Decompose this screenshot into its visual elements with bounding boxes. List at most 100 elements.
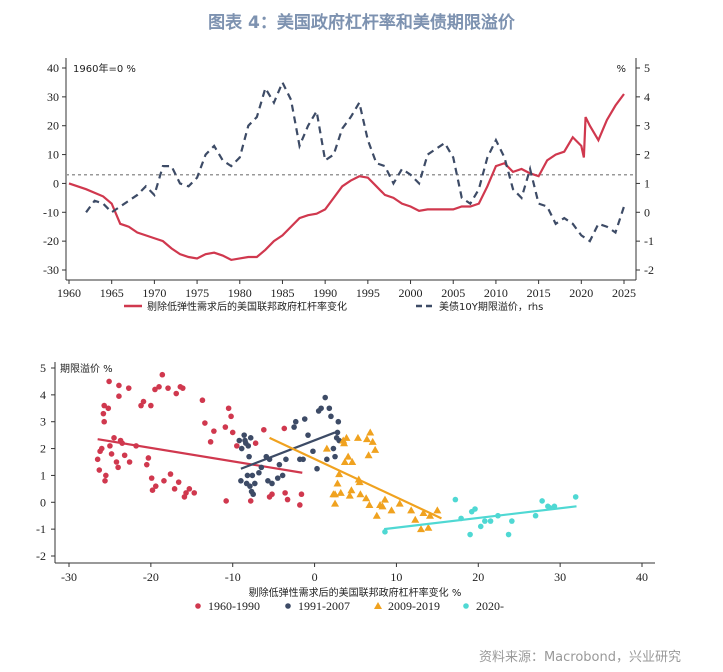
x-tick-label: 1960 [57,286,81,300]
y-left-tick-label: 0 [53,176,59,190]
scatter-point-1960-1990 [113,459,120,465]
scatter-point-1960-1990 [111,435,117,441]
scatter-point-1991-2007 [269,480,275,487]
scatter-point-1960-1990 [207,439,214,445]
scatter-point-2020- [472,506,478,512]
scatter-point-2009-2019 [368,437,377,445]
scatter-x-tick-label: 0 [312,570,318,584]
legend-label-2: 美债10Y期限溢价，rhs [439,300,543,313]
scatter-point-1960-1990 [179,385,186,391]
scatter-x-tick-label: -10 [225,570,241,584]
scatter-point-1960-1990 [247,498,254,504]
scatter-point-1991-2007 [258,464,265,471]
scatter-point-1960-1990 [284,496,291,503]
scatter-point-1991-2007 [324,456,330,463]
trend-line-2009-2019 [269,436,442,520]
x-tick-label: 1975 [185,286,209,300]
legend-marker-2 [285,603,291,609]
scatter-point-1991-2007 [310,448,316,455]
scatter-point-1991-2007 [274,475,281,481]
x-tick-label: 1985 [270,286,294,300]
scatter-x-tick-label: 40 [636,570,648,584]
scatter-point-1991-2007 [241,432,247,438]
scatter-point-2009-2019 [362,435,371,443]
scatter-point-1991-2007 [283,456,289,463]
scatter-point-2009-2019 [395,499,404,507]
trend-line-1960-1990 [97,438,303,474]
scatter-point-1960-1990 [191,490,198,496]
y-left-tick-label: -20 [43,234,59,248]
scatter-point-1960-1990 [96,467,103,473]
scatter-point-1960-1990 [161,478,167,484]
scatter-x-tick-label: -20 [143,570,159,584]
y-right-tick-label: 3 [644,119,650,133]
series-line-1 [68,93,625,262]
scatter-point-1960-1990 [282,490,288,496]
y-left-tick-label: -30 [43,263,59,277]
scatter-point-1960-1990 [298,491,305,498]
x-tick-label: 2005 [441,286,465,300]
scatter-legend-label-3: 2009-2019 [388,599,440,613]
scatter-point-2009-2019 [340,439,349,447]
scatter-point-1960-1990 [102,478,108,484]
scatter-point-2020- [467,531,473,538]
scatter-point-2009-2019 [342,433,351,441]
scatter-point-2009-2019 [371,445,380,453]
scatter-point-1991-2007 [322,394,329,401]
scatter-x-label: 剔除低弹性需求后的美国联邦政府杠杆率变化 % [249,586,462,599]
y-left-tick-label: 20 [47,119,59,133]
scatter-point-1991-2007 [246,453,252,460]
scatter-point-2009-2019 [335,470,344,478]
scatter-point-2009-2019 [364,451,373,459]
scatter-point-2009-2019 [387,506,396,514]
scatter-point-1960-1990 [186,486,193,492]
scatter-x-tick-label: -30 [61,570,77,584]
scatter-point-1960-1990 [143,461,150,468]
scatter-point-2009-2019 [362,494,371,502]
scatter-point-1991-2007 [238,478,244,484]
y-right-tick-label: 5 [644,61,650,75]
scatter-point-1991-2007 [332,453,338,460]
scatter-point-1991-2007 [301,416,308,422]
scatter-point-1960-1990 [269,491,275,498]
scatter-point-2009-2019 [333,479,342,487]
scatter-point-1991-2007 [314,465,320,472]
scatter-point-2020- [539,498,545,504]
scatter-point-1960-1990 [211,428,217,434]
scatter-point-2020- [482,518,488,524]
scatter-point-1960-1990 [106,378,112,385]
scatter-point-1960-1990 [223,498,229,504]
scatter-point-2009-2019 [433,506,442,514]
scatter-point-1991-2007 [330,445,337,452]
scatter-point-2009-2019 [411,515,420,523]
scatter-y-tick-label: 1 [40,468,46,482]
scatter-point-1991-2007 [265,478,271,484]
scatter-point-1991-2007 [252,480,258,487]
scatter-y-tick-label: 4 [40,388,46,402]
scatter-point-1991-2007 [326,405,333,412]
scatter-point-1960-1990 [145,455,152,461]
scatter-point-1991-2007 [300,456,306,463]
scatter-point-1960-1990 [199,397,206,404]
scatter-point-1991-2007 [236,437,243,444]
scatter-point-1960-1990 [116,393,122,400]
y-left-tick-label: 30 [47,90,59,104]
scatter-point-2009-2019 [336,488,345,496]
scatter-point-1960-1990 [116,382,122,389]
y-right-tick-label: 1 [644,176,650,190]
scatter-point-1960-1990 [156,384,162,390]
scatter-y-tick-label: -1 [36,522,46,536]
scatter-point-2020- [509,518,515,524]
scatter-point-1991-2007 [335,418,342,425]
scatter-point-1960-1990 [138,402,144,409]
scatter-point-1991-2007 [245,443,252,449]
y-right-tick-label: -1 [644,234,654,248]
scatter-point-1960-1990 [98,445,105,452]
scatter-point-1960-1990 [115,464,121,471]
scatter-point-2009-2019 [416,525,425,533]
scatter-point-2009-2019 [407,506,416,514]
scatter-point-1991-2007 [256,469,262,476]
scatter-point-1960-1990 [183,490,189,496]
scatter-point-2009-2019 [366,428,375,436]
